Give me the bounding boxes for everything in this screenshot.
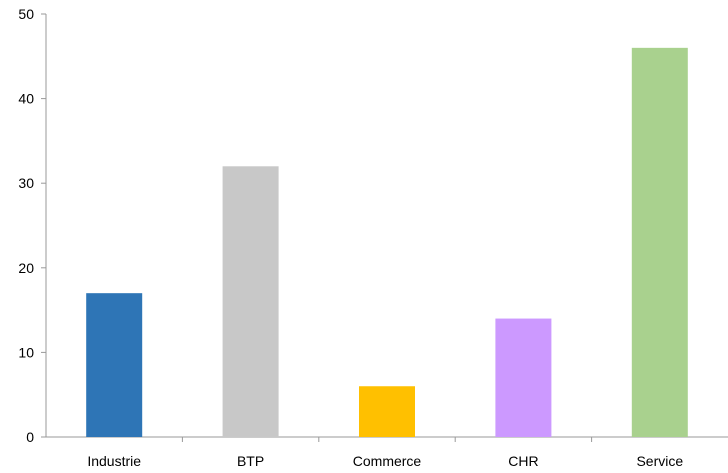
y-tick-label: 40 [18, 91, 34, 107]
y-tick-label: 50 [18, 6, 34, 22]
bar-chr [495, 318, 552, 437]
x-tick-label: CHR [508, 453, 538, 469]
x-tick-label: Commerce [353, 453, 422, 469]
bar-industrie [86, 293, 143, 437]
bars [86, 47, 688, 438]
y-tick-label: 0 [26, 429, 34, 445]
x-tick-label: BTP [237, 453, 264, 469]
y-tick-label: 20 [18, 260, 34, 276]
bar-btp [222, 166, 279, 437]
y-ticks: 0 10 20 30 40 50 [18, 6, 46, 445]
y-tick-label: 30 [18, 175, 34, 191]
x-tick-label: Service [636, 453, 683, 469]
bar-commerce [359, 386, 415, 437]
y-tick-label: 10 [18, 344, 34, 360]
x-ticks: Industrie BTP Commerce CHR Service [87, 437, 683, 469]
bar-service [631, 47, 688, 438]
x-tick-label: Industrie [87, 453, 141, 469]
